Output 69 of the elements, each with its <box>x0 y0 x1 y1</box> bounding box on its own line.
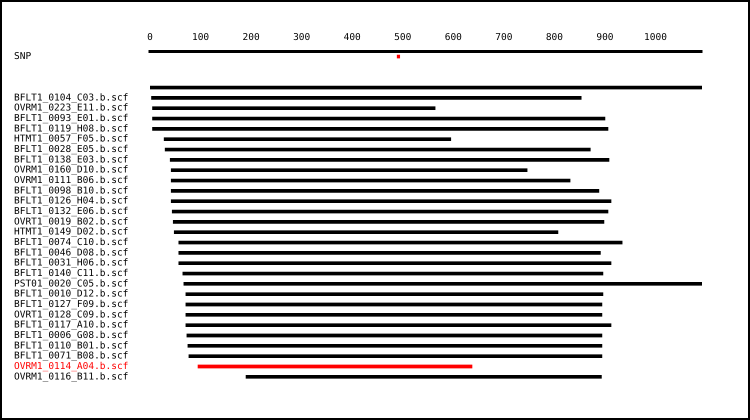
y-tick-label: BFLT1_0006_G08.b.scf <box>14 330 128 341</box>
x-tick-label: 600 <box>444 32 462 44</box>
x-tick-label: 800 <box>546 32 564 44</box>
x-tick-label: 1000 <box>644 32 668 44</box>
bar <box>170 178 570 182</box>
y-tick-label: OVRM1_0160_D10.b.scf <box>14 164 128 176</box>
y-tick-label: BFLT1_0093_E01.b.scf <box>14 113 128 124</box>
y-tick-label: OVRM1_0111_B06.b.scf <box>14 175 128 186</box>
bar <box>178 261 612 266</box>
bar <box>170 168 528 172</box>
y-tick-label: BFLT1_0010_D12.b.scf <box>14 288 128 300</box>
y-tick-label: BFLT1_0110_B01.b.scf <box>14 340 128 352</box>
bar <box>150 86 702 90</box>
bar <box>178 240 622 244</box>
y-tick-label: HTMT1_0057_F05.b.scf <box>14 134 128 145</box>
y-tick-label: BFLT1_0046_D08.b.scf <box>14 247 128 258</box>
y-tick-label: BFLT1_0071_B08.b.scf <box>14 350 128 362</box>
y-tick-label: OVRM1_0223_E11.b.scf <box>14 102 128 114</box>
y-tick-label: SNP <box>14 51 32 62</box>
bar <box>151 96 582 100</box>
x-tick-label: 300 <box>293 32 310 44</box>
bar <box>152 127 608 131</box>
x-tick-label: 0 <box>147 32 154 44</box>
y-tick-label: OVRT1_0128_C09.b.scf <box>14 309 128 320</box>
y-tick-label: OVRM1_0116_B11.b.scf <box>14 371 128 382</box>
x-tick-label: 100 <box>192 32 210 44</box>
y-tick-label: BFLT1_0098_B10.b.scf <box>14 185 128 196</box>
y-tick-label: BFLT1_0140_C11.b.scf <box>14 268 128 279</box>
bar <box>246 375 602 379</box>
bar <box>188 344 602 348</box>
bar <box>186 302 602 306</box>
bar <box>186 323 612 328</box>
y-tick-label: BFLT1_0119_H08.b.scf <box>14 123 128 134</box>
x-tick-label: 400 <box>344 32 362 44</box>
x-tick-label: 500 <box>394 32 412 44</box>
bar <box>186 334 602 338</box>
y-tick-label: BFLT1_0132_E06.b.scf <box>14 206 128 218</box>
y-tick-label: BFLT1_0117_A10.b.scf <box>14 320 128 331</box>
bar <box>182 272 604 276</box>
bar <box>170 158 610 162</box>
bar <box>184 282 702 286</box>
bar <box>188 354 602 358</box>
bar <box>152 116 606 120</box>
bar <box>178 251 601 255</box>
y-tick-label: BFLT1_0028_E05.b.scf <box>14 144 128 156</box>
y-tick-label: HTMT1_0149_D02.b.scf <box>14 226 128 238</box>
y-tick-label: BFLT1_0031_H06.b.scf <box>14 258 128 269</box>
x-tick-label: 900 <box>596 32 614 44</box>
y-tick-label: BFLT1_0074_C10.b.scf <box>14 236 128 248</box>
y-tick-label: BFLT1_0138_E03.b.scf <box>14 154 128 166</box>
bar <box>172 210 608 214</box>
x-tick-label: 200 <box>242 32 260 44</box>
bar <box>164 148 591 152</box>
y-tick-label: OVRT1_0019_B02.b.scf <box>14 216 128 228</box>
bar <box>174 230 558 234</box>
bar <box>170 189 600 193</box>
bar <box>186 313 602 317</box>
y-tick-label: BFLT1_0127_F09.b.scf <box>14 298 128 310</box>
bar <box>396 54 400 58</box>
y-tick-label: OVRM1_0114_A04.b.scf <box>14 360 128 372</box>
bar <box>186 292 604 296</box>
bar <box>170 199 612 204</box>
y-tick-label: BFLT1_0126_H04.b.scf <box>14 196 128 207</box>
bar <box>164 137 452 142</box>
y-tick-label: BFLT1_0104_C03.b.scf <box>14 92 128 104</box>
bar <box>152 106 436 110</box>
bar <box>172 220 604 224</box>
y-tick-label: PST01_0020_C05.b.scf <box>14 278 128 290</box>
x-tick-label: 700 <box>495 32 513 44</box>
